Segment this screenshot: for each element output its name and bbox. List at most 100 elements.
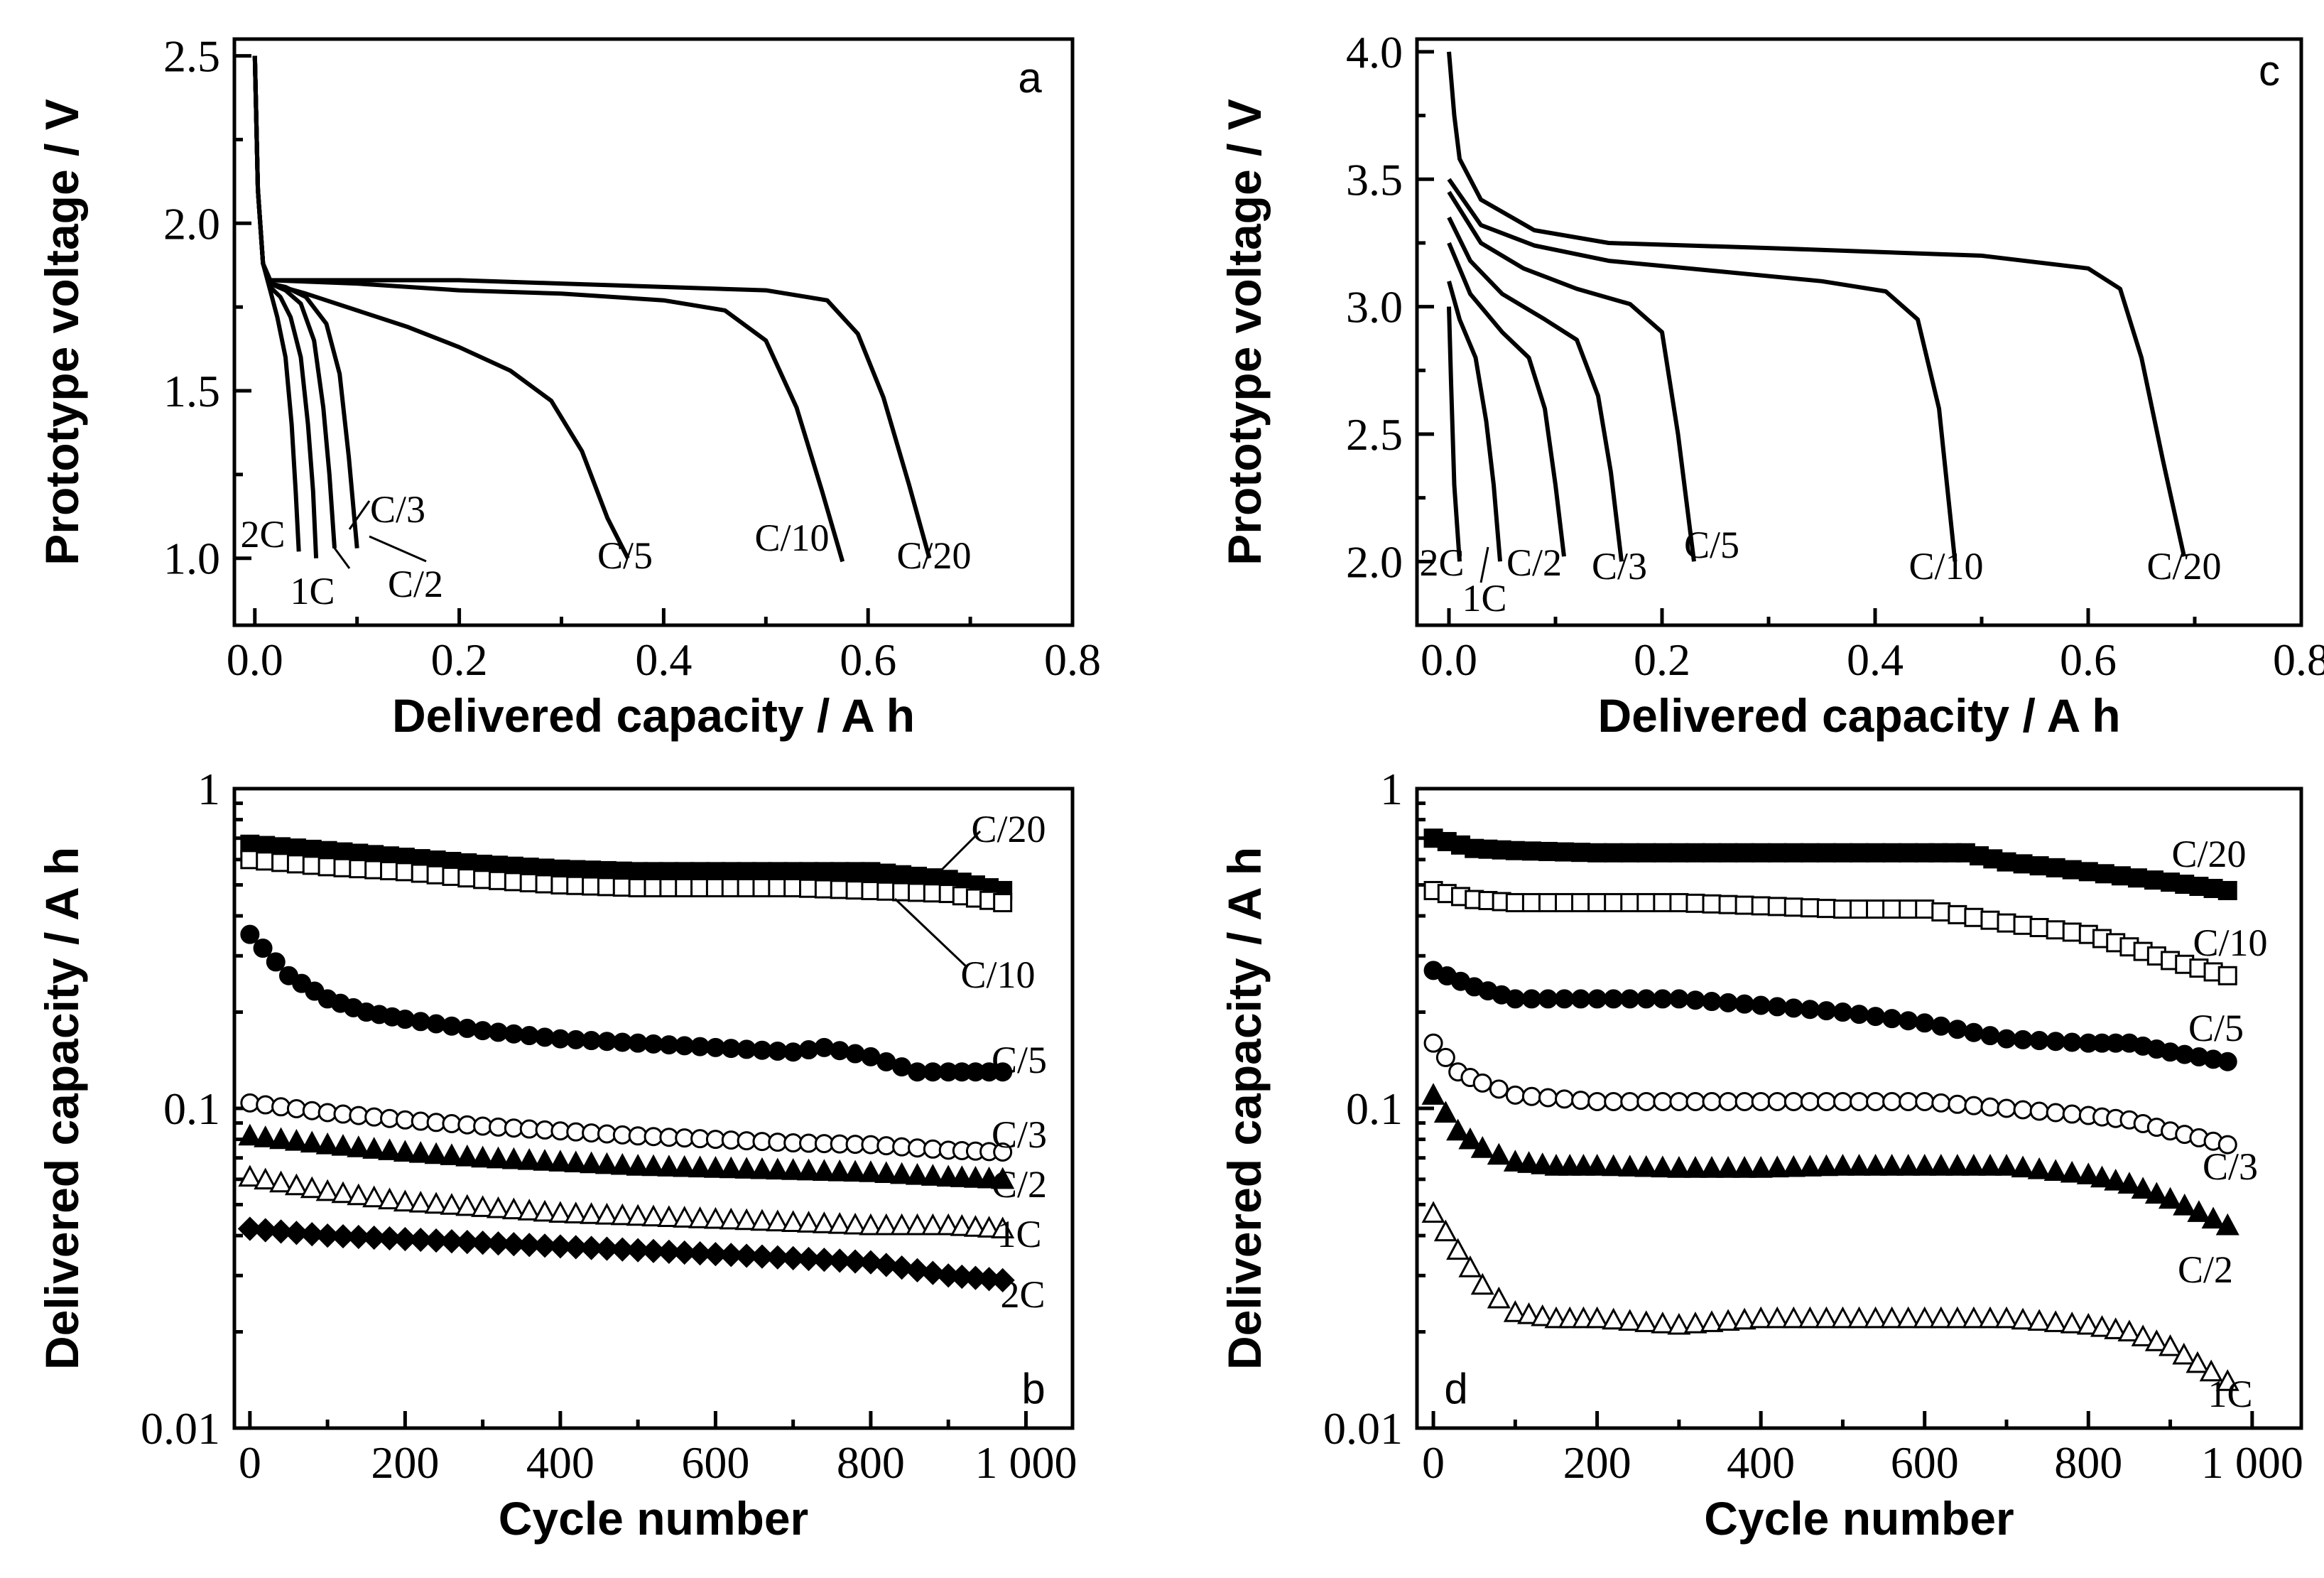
marker-1C xyxy=(2117,1319,2141,1342)
marker-1C xyxy=(1531,1304,1555,1326)
marker-C/2 xyxy=(254,1125,278,1147)
marker-2C xyxy=(517,1233,542,1258)
marker-C/2 xyxy=(486,1146,510,1169)
marker-C/10 xyxy=(1964,907,1984,927)
panel-b: 0 200 400 600 800 1 000 0.01 0.1 1 Cycle number De… xyxy=(36,764,1077,1545)
marker-2C xyxy=(796,1246,821,1272)
marker-C/3 xyxy=(1751,1091,1771,1111)
y-tick-label: 2.5 xyxy=(1346,409,1403,460)
marker-C/2 xyxy=(471,1145,495,1168)
marker-C/5 xyxy=(768,1041,788,1061)
y-tick-label: 0.01 xyxy=(141,1403,220,1454)
series-curve-C/10 xyxy=(252,55,845,563)
marker-C/5 xyxy=(1620,989,1640,1009)
marker-C/2 xyxy=(750,1157,774,1179)
marker-C/3 xyxy=(380,1108,400,1128)
marker-C/2 xyxy=(2201,1206,2225,1229)
marker-C/2 xyxy=(1683,1156,1707,1178)
label-leader-line xyxy=(936,830,982,875)
marker-C/3 xyxy=(271,1097,291,1117)
marker-C/2 xyxy=(347,1135,371,1157)
series-label: C/5 xyxy=(992,1039,1047,1081)
marker-C/3 xyxy=(566,1122,586,1142)
marker-C/3 xyxy=(1931,1093,1951,1113)
series-label: C/10 xyxy=(1908,545,1983,588)
marker-C/2 xyxy=(1421,1083,1445,1105)
marker-C/5 xyxy=(266,952,286,972)
marker-C/3 xyxy=(876,1136,896,1156)
marker-C/5 xyxy=(1931,1016,1951,1036)
marker-C/10 xyxy=(861,880,881,900)
marker-C/2 xyxy=(890,1162,914,1184)
marker-1C xyxy=(1781,1306,1806,1329)
marker-C/20 xyxy=(752,862,772,882)
marker-C/10 xyxy=(1734,895,1754,915)
marker-C/5 xyxy=(1636,989,1656,1009)
marker-C/3 xyxy=(1718,1091,1738,1111)
marker-C/3 xyxy=(256,1095,276,1115)
marker-C/2 xyxy=(1765,1155,1789,1178)
marker-C/10 xyxy=(2046,920,2065,940)
marker-C/5 xyxy=(1980,1026,2000,1046)
marker-1C xyxy=(719,1207,743,1230)
marker-2C xyxy=(548,1234,573,1259)
marker-1C xyxy=(284,1173,308,1196)
marker-2C xyxy=(423,1228,449,1253)
marker-C/5 xyxy=(1718,993,1738,1012)
marker-C/2 xyxy=(843,1160,867,1182)
marker-2C xyxy=(501,1232,526,1257)
marker-C/5 xyxy=(1964,1022,1984,1042)
series-label: C/2 xyxy=(388,563,443,605)
marker-1C xyxy=(331,1181,355,1204)
marker-C/2 xyxy=(1544,1154,1568,1176)
marker-C/5 xyxy=(814,1037,834,1057)
marker-C/10 xyxy=(1505,892,1525,912)
marker-C/3 xyxy=(1915,1091,1935,1111)
x-tick-label: 1 000 xyxy=(2201,1437,2303,1488)
marker-C/10 xyxy=(1832,899,1852,919)
marker-C/2 xyxy=(455,1144,479,1167)
marker-C/10 xyxy=(1882,899,1902,919)
marker-C/20 xyxy=(1587,843,1607,863)
marker-C/2 xyxy=(1585,1154,1609,1176)
marker-C/10 xyxy=(2217,966,2237,985)
marker-C/2 xyxy=(734,1157,759,1179)
marker-C/2 xyxy=(1433,1101,1457,1123)
marker-C/20 xyxy=(1653,843,1673,863)
x-tick-label: 400 xyxy=(526,1437,594,1488)
marker-C/3 xyxy=(1505,1085,1525,1105)
marker-C/3 xyxy=(1882,1091,1902,1111)
marker-C/2 xyxy=(2173,1193,2197,1216)
series-label: 1C xyxy=(997,1213,1041,1255)
marker-1C xyxy=(2159,1334,2183,1356)
marker-C/10 xyxy=(1816,899,1836,919)
marker-1C xyxy=(1618,1309,1642,1331)
x-tick-label: 600 xyxy=(681,1437,749,1488)
series-label: C/2 xyxy=(1506,541,1562,584)
marker-C/2 xyxy=(859,1160,883,1182)
marker-C/3 xyxy=(488,1117,508,1137)
marker-C/10 xyxy=(845,880,865,900)
marker-2C xyxy=(889,1255,914,1280)
marker-C/10 xyxy=(1555,892,1574,912)
marker-C/2 xyxy=(963,1166,987,1188)
marker-2C xyxy=(656,1239,681,1264)
marker-C/3 xyxy=(2217,1135,2237,1155)
marker-2C xyxy=(610,1237,635,1262)
marker-C/2 xyxy=(2117,1172,2141,1194)
marker-2C xyxy=(532,1233,558,1258)
marker-1C xyxy=(378,1187,402,1210)
marker-C/5 xyxy=(752,1040,772,1060)
marker-1C xyxy=(1896,1306,1921,1329)
y-axis-title: Delivered capacity / A h xyxy=(1218,847,1271,1370)
marker-C/5 xyxy=(1832,1003,1852,1022)
marker-C/3 xyxy=(1997,1098,2016,1118)
marker-C/20 xyxy=(1555,842,1574,862)
marker-1C xyxy=(300,1176,324,1199)
marker-C/5 xyxy=(582,1031,602,1051)
marker-C/20 xyxy=(1832,843,1852,863)
marker-C/5 xyxy=(550,1029,570,1049)
marker-C/2 xyxy=(1446,1118,1470,1141)
marker-1C xyxy=(1470,1272,1494,1295)
marker-C/10 xyxy=(1899,899,1918,919)
